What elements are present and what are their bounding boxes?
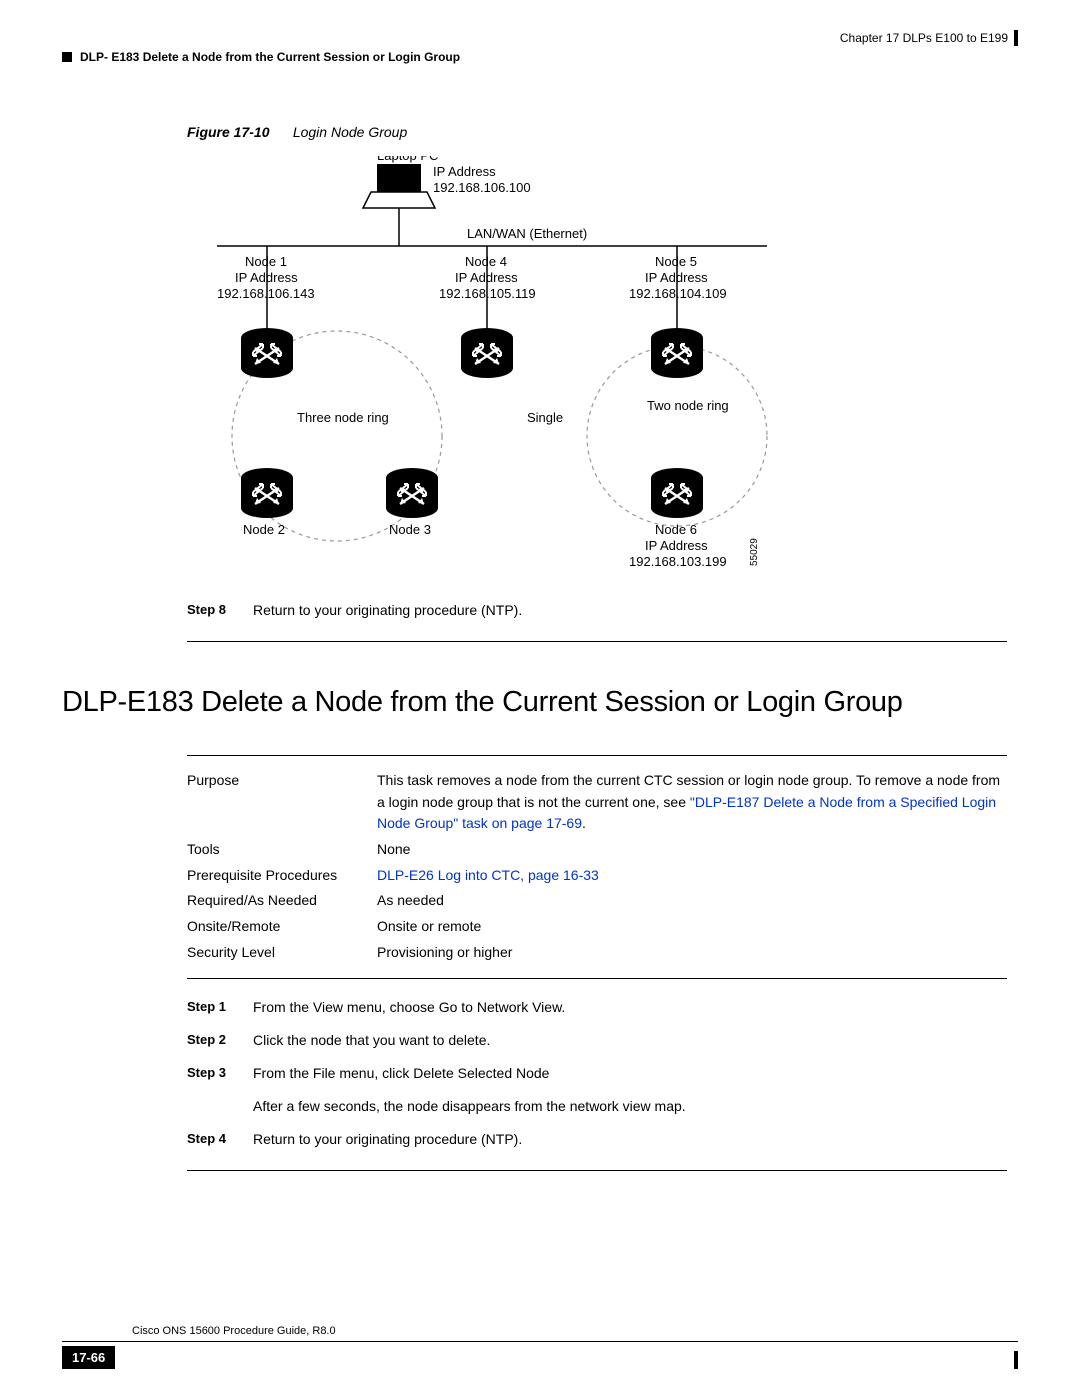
page-footer: Cisco ONS 15600 Procedure Guide, R8.0 17… — [62, 1325, 1018, 1369]
page-number: 17-66 — [62, 1346, 115, 1369]
step-4: Step 4 Return to your originating proced… — [187, 1129, 1018, 1150]
link-dlp-e26[interactable]: DLP-E26 Log into CTC, page 16-33 — [377, 865, 1007, 887]
router-icon — [241, 328, 293, 378]
node1-iplbl: IP Address — [235, 270, 298, 285]
divider — [187, 641, 1007, 642]
laptop-label: Laptop PC — [377, 156, 438, 163]
router-icon — [651, 468, 703, 518]
node6-name: Node 6 — [655, 522, 697, 537]
router-icon — [386, 468, 438, 518]
router-icon — [241, 468, 293, 518]
prop-val-onsite: Onsite or remote — [377, 916, 1007, 938]
prop-key-tools: Tools — [187, 839, 377, 861]
chapter-label: Chapter 17 DLPs E100 to E199 — [840, 31, 1008, 45]
prop-val-security: Provisioning or higher — [377, 942, 1007, 964]
laptop-ip-label: IP Address — [433, 164, 496, 179]
figure-label: Figure 17-10 — [187, 124, 269, 140]
three-ring-label: Three node ring — [297, 410, 389, 425]
divider — [187, 755, 1007, 756]
router-icon — [651, 328, 703, 378]
figure-id: 55029 — [749, 538, 760, 566]
node3-name: Node 3 — [389, 522, 431, 537]
lan-label: LAN/WAN (Ethernet) — [467, 226, 587, 241]
node1-name: Node 1 — [245, 254, 287, 269]
figure-17-10: Figure 17-10 Login Node Group IP Address… — [187, 124, 1018, 576]
prop-key-purpose: Purpose — [187, 770, 377, 835]
divider — [187, 1170, 1007, 1171]
node4-iplbl: IP Address — [455, 270, 518, 285]
section-title: DLP-E183 Delete a Node from the Current … — [62, 686, 1018, 719]
two-ring-label: Two node ring — [647, 398, 729, 413]
header-marker — [1014, 30, 1018, 46]
figure-title: Login Node Group — [293, 124, 407, 140]
prop-val-purpose: This task removes a node from the curren… — [377, 770, 1007, 835]
prop-key-prereq: Prerequisite Procedures — [187, 865, 377, 887]
node4-ip: 192.168.105.119 — [439, 286, 536, 301]
prop-val-required: As needed — [377, 890, 1007, 912]
properties-table: Purpose This task removes a node from th… — [187, 770, 1007, 964]
page-header: Chapter 17 DLPs E100 to E199 — [62, 30, 1018, 46]
node4-name: Node 4 — [465, 254, 507, 269]
footer-marker — [1014, 1351, 1018, 1369]
laptop-ip: 192.168.106.100 — [433, 180, 531, 195]
node5-name: Node 5 — [655, 254, 697, 269]
step-2: Step 2 Click the node that you want to d… — [187, 1030, 1018, 1051]
prop-val-tools: None — [377, 839, 1007, 861]
doc-id: Cisco ONS 15600 Procedure Guide, R8.0 — [132, 1325, 1018, 1337]
divider — [187, 978, 1007, 979]
breadcrumb-marker — [62, 52, 72, 62]
router-icon — [461, 328, 513, 378]
breadcrumb: DLP- E183 Delete a Node from the Current… — [62, 50, 1018, 64]
single-label: Single — [527, 410, 563, 425]
breadcrumb-text: DLP- E183 Delete a Node from the Current… — [80, 50, 460, 64]
node5-iplbl: IP Address — [645, 270, 708, 285]
prop-key-onsite: Onsite/Remote — [187, 916, 377, 938]
step-1: Step 1 From the View menu, choose Go to … — [187, 997, 1018, 1018]
node2-name: Node 2 — [243, 522, 285, 537]
step-3: Step 3 From the File menu, click Delete … — [187, 1063, 1018, 1084]
network-diagram: IP Address 192.168.106.100 Laptop PC LAN… — [187, 156, 807, 586]
node1-ip: 192.168.106.143 — [217, 286, 315, 301]
step-3b: After a few seconds, the node disappears… — [187, 1096, 1018, 1117]
prop-key-security: Security Level — [187, 942, 377, 964]
node6-ip: 192.168.103.199 — [629, 554, 727, 569]
node6-iplbl: IP Address — [645, 538, 708, 553]
prop-key-required: Required/As Needed — [187, 890, 377, 912]
step-8: Step 8 Return to your originating proced… — [187, 600, 1018, 621]
node5-ip: 192.168.104.109 — [629, 286, 727, 301]
